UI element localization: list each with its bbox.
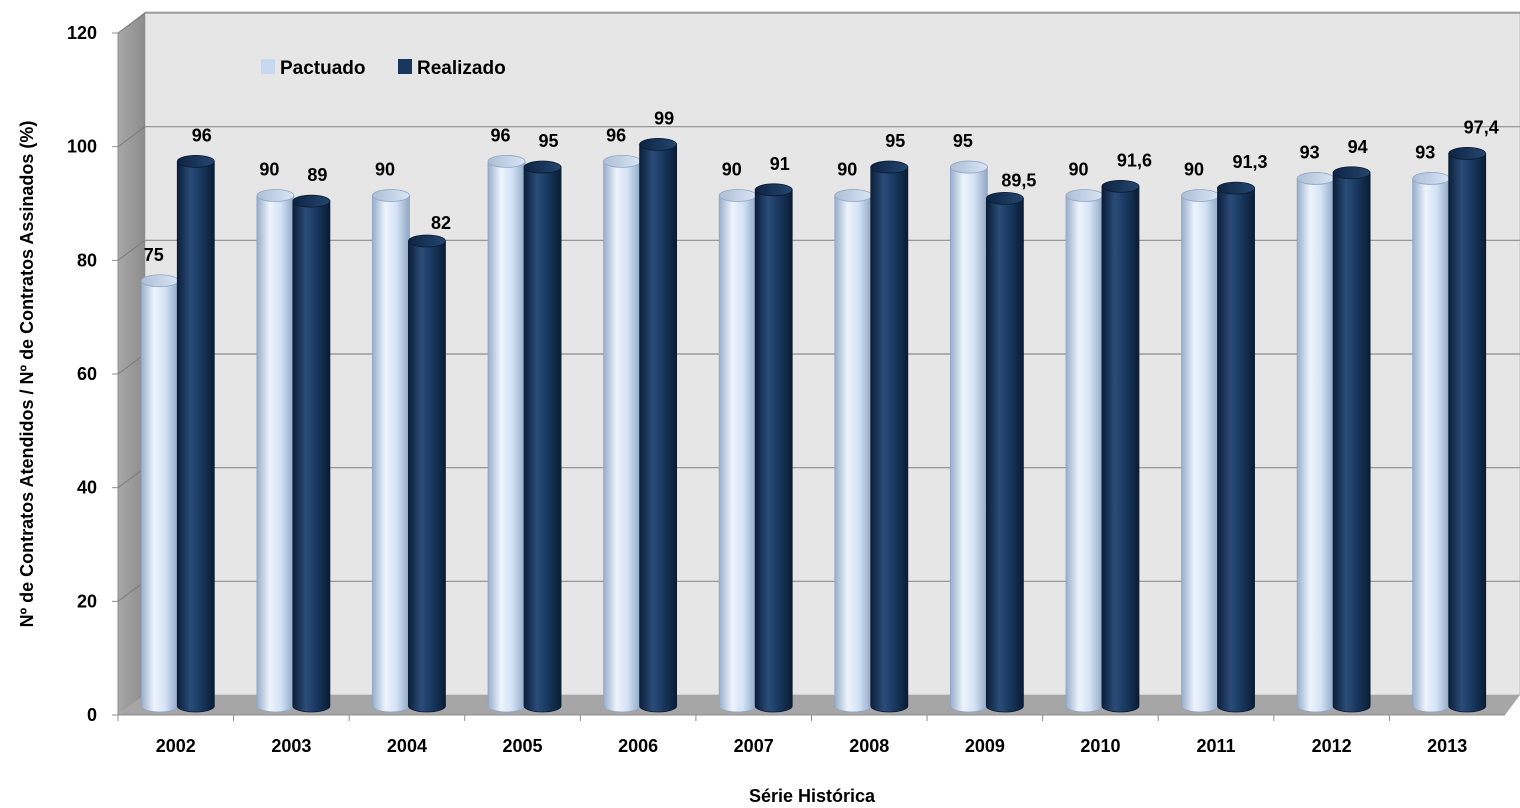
data-label-pactuado-2007: 90 <box>722 160 742 180</box>
data-label-pactuado-2003: 90 <box>259 160 279 180</box>
data-label-realizado-2007: 91 <box>770 154 790 174</box>
data-label-realizado-2013: 97,4 <box>1464 117 1499 137</box>
data-label-pactuado-2002: 75 <box>144 245 164 265</box>
x-tick-label: 2003 <box>271 736 311 756</box>
x-tick-label: 2011 <box>1197 736 1236 756</box>
data-label-pactuado-2012: 93 <box>1300 142 1320 162</box>
bar-pactuado-2012 <box>1296 172 1335 713</box>
bar-realizado-2009 <box>985 191 1024 713</box>
y-tick-label: 40 <box>77 478 97 498</box>
x-tick-label: 2010 <box>1080 736 1120 756</box>
bar-realizado-2003 <box>292 194 331 713</box>
data-label-pactuado-2013: 93 <box>1415 142 1435 162</box>
data-labels: 75 96 90 89 90 82 96 95 96 99 90 91 90 95 95 89,5 90 91,6… <box>144 108 1499 264</box>
x-tick-label: 2002 <box>156 736 196 756</box>
legend-swatch-pactuado <box>261 59 275 74</box>
gridline-side <box>117 12 146 34</box>
data-label-realizado-2012: 94 <box>1348 137 1368 157</box>
y-tick-label: 120 <box>67 23 97 43</box>
x-axis-title: Série Histórica <box>749 786 876 806</box>
gridline-side <box>117 126 146 148</box>
data-label-realizado-2009: 89,5 <box>1001 170 1036 190</box>
x-tick-label: 2009 <box>965 736 1005 756</box>
x-tick-label: 2013 <box>1427 736 1467 756</box>
bar-pactuado-2002 <box>140 274 179 713</box>
y-tick-label: 60 <box>77 364 97 384</box>
data-label-realizado-2004: 82 <box>431 213 451 233</box>
bar-pactuado-2005 <box>487 154 526 713</box>
bar-realizado-2008 <box>870 160 909 713</box>
gridline-side <box>117 467 146 489</box>
bar-pactuado-2008 <box>834 189 873 713</box>
y-axis-ticks: 0 20 40 60 80 100 120 <box>67 23 118 725</box>
data-label-realizado-2011: 91,3 <box>1233 152 1268 172</box>
bar-pactuado-2009 <box>949 160 988 713</box>
data-label-pactuado-2009: 95 <box>953 131 973 151</box>
x-tick-label: 2008 <box>849 736 889 756</box>
bar-realizado-2007 <box>754 183 793 713</box>
x-axis-ticks: 2002 2003 2004 2005 2006 2007 2008 2009 2010 2011… <box>117 715 1467 756</box>
data-label-pactuado-2011: 90 <box>1184 160 1204 180</box>
bar-realizado-2010 <box>1101 180 1140 713</box>
gridline-side <box>117 353 146 375</box>
bar-realizado-2002 <box>176 154 215 713</box>
y-tick-label: 80 <box>77 250 97 270</box>
data-label-realizado-2010: 91,6 <box>1117 150 1152 170</box>
bars <box>140 137 1487 713</box>
data-label-pactuado-2004: 90 <box>375 160 395 180</box>
legend: Pactuado Realizado <box>261 58 506 79</box>
legend-swatch-realizado <box>398 59 412 74</box>
data-label-realizado-2005: 95 <box>539 131 559 151</box>
x-tick-label: 2004 <box>387 736 427 756</box>
bar-pactuado-2004 <box>372 189 410 713</box>
gridline-side <box>117 580 146 602</box>
bar-pactuado-2013 <box>1412 172 1451 713</box>
data-label-pactuado-2010: 90 <box>1068 160 1088 180</box>
y-tick-label: 0 <box>87 705 97 725</box>
bar-pactuado-2003 <box>256 189 295 713</box>
bar-pactuado-2007 <box>718 189 757 713</box>
floor <box>118 695 1520 715</box>
legend-label-realizado: Realizado <box>417 58 506 79</box>
y-tick-label: 100 <box>67 137 97 157</box>
y-axis-title: Nº de Contratos Atendidos / Nº de Contra… <box>17 121 37 628</box>
gridline-side <box>117 239 146 261</box>
bar-pactuado-2011 <box>1181 189 1219 713</box>
bar-pactuado-2006 <box>603 154 642 713</box>
data-label-pactuado-2006: 96 <box>606 125 626 145</box>
data-label-realizado-2008: 95 <box>885 131 905 151</box>
x-tick-label: 2012 <box>1312 736 1352 756</box>
bar-realizado-2013 <box>1448 147 1487 713</box>
x-tick-label: 2007 <box>734 736 774 756</box>
data-label-realizado-2006: 99 <box>654 108 674 128</box>
data-label-realizado-2003: 89 <box>307 165 327 185</box>
y-tick-label: 20 <box>77 591 97 611</box>
bar-realizado-2012 <box>1332 166 1371 713</box>
legend-label-pactuado: Pactuado <box>280 58 366 79</box>
x-tick-label: 2006 <box>618 736 658 756</box>
data-label-pactuado-2008: 90 <box>837 160 857 180</box>
data-label-realizado-2002: 96 <box>192 125 212 145</box>
x-tick-label: 2005 <box>503 736 543 756</box>
bar-realizado-2004 <box>408 234 446 713</box>
data-label-pactuado-2005: 96 <box>491 125 511 145</box>
bar-realizado-2006 <box>639 137 678 713</box>
bar-realizado-2005 <box>523 160 562 713</box>
bar-realizado-2011 <box>1217 181 1255 713</box>
bar-pactuado-2010 <box>1065 189 1104 713</box>
